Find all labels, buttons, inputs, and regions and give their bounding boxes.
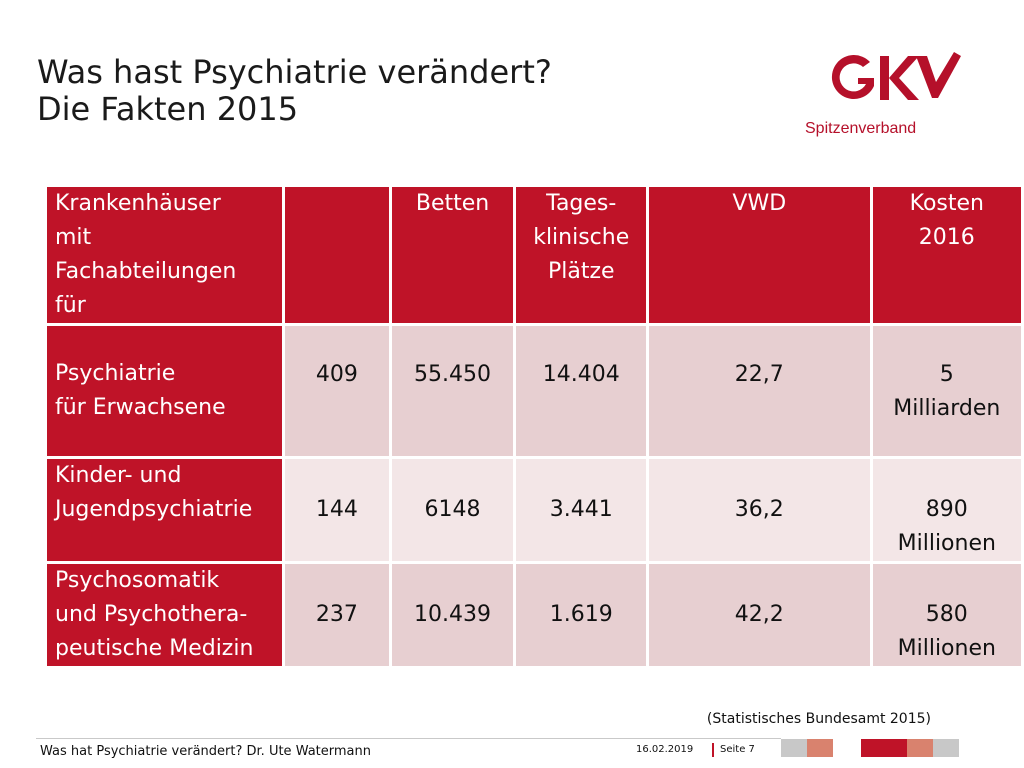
- footer-bar-red: [861, 739, 907, 757]
- table-header-row: Krankenhäuser mit Fachabteilungen für Be…: [47, 187, 1021, 323]
- gkv-logo: Spitzenverband: [800, 42, 961, 142]
- cell-kosten-line: Milliarden: [893, 396, 1001, 421]
- header-betten: Betten: [391, 187, 514, 323]
- footer-divider: [36, 738, 781, 739]
- cell-kosten: 890 Millionen: [872, 459, 1021, 561]
- cell-kosten: 580 Millionen: [872, 564, 1021, 666]
- header-category-line: Krankenhäuser: [55, 191, 221, 216]
- row-label-line: Jugendpsychiatrie: [55, 497, 253, 522]
- footer-bar-salmon: [807, 739, 833, 757]
- header-kosten: Kosten 2016: [872, 187, 1021, 323]
- row-label-line: für Erwachsene: [55, 395, 226, 420]
- cell-kosten-line: 890: [925, 497, 968, 522]
- title-line-1: Was hast Psychiatrie verändert?: [37, 53, 552, 91]
- row-label-line: peutische Medizin: [55, 636, 254, 661]
- cell-betten: 10.439: [391, 564, 514, 666]
- title-line-2: Die Fakten 2015: [37, 90, 299, 128]
- footer-separator: [712, 743, 714, 757]
- facts-table: Krankenhäuser mit Fachabteilungen für Be…: [44, 184, 1024, 669]
- header-plaetze-line: Tages-: [546, 191, 617, 216]
- header-category-line: Fachabteilungen: [55, 259, 237, 284]
- header-plaetze: Tages- klinische Plätze: [516, 187, 646, 323]
- header-kosten-line: Kosten: [909, 191, 984, 216]
- row-label-line: Psychiatrie: [55, 361, 176, 386]
- row-label: Psychiatrie für Erwachsene: [47, 326, 283, 456]
- cell-count: 237: [285, 564, 389, 666]
- cell-kosten-line: 580: [925, 602, 968, 627]
- slide-title: Was hast Psychiatrie verändert? Die Fakt…: [37, 54, 552, 128]
- header-vwd: VWD: [649, 187, 870, 323]
- cell-kosten-line: 5: [939, 362, 954, 387]
- source-note: (Statistisches Bundesamt 2015): [706, 711, 931, 727]
- row-label-line: Psychosomatik: [55, 568, 220, 593]
- cell-count: 409: [285, 326, 389, 456]
- footer-color-bars: [781, 739, 959, 757]
- footer-date: 16.02.2019: [636, 744, 694, 755]
- cell-plaetze: 14.404: [516, 326, 646, 456]
- footer-title: Was hat Psychiatrie verändert? Dr. Ute W…: [40, 744, 371, 759]
- cell-kosten-line: Millionen: [897, 531, 996, 556]
- row-label-line: Kinder- und: [55, 463, 182, 488]
- cell-plaetze: 3.441: [516, 459, 646, 561]
- cell-betten: 6148: [391, 459, 514, 561]
- header-count: [285, 187, 389, 323]
- logo-subtitle: Spitzenverband: [805, 120, 917, 137]
- header-plaetze-line: Plätze: [547, 259, 615, 284]
- table-row: Psychiatrie für Erwachsene 409 55.450 14…: [47, 326, 1021, 456]
- header-category-line: für: [55, 293, 86, 318]
- footer-bar-gray: [781, 739, 807, 757]
- cell-kosten-line: Millionen: [897, 636, 996, 661]
- footer-bar-gray: [933, 739, 959, 757]
- cell-plaetze: 1.619: [516, 564, 646, 666]
- cell-kosten: 5 Milliarden: [872, 326, 1021, 456]
- cell-count: 144: [285, 459, 389, 561]
- cell-vwd: 36,2: [649, 459, 870, 561]
- row-label-line: und Psychothera-: [55, 602, 248, 627]
- cell-vwd: 22,7: [649, 326, 870, 456]
- header-plaetze-line: klinische: [533, 225, 630, 250]
- footer-bar-gap: [833, 739, 861, 757]
- footer-bar-salmon: [907, 739, 933, 757]
- header-category: Krankenhäuser mit Fachabteilungen für: [47, 187, 283, 323]
- row-label: Kinder- und Jugendpsychiatrie: [47, 459, 283, 561]
- gkv-logo-mark: [831, 52, 961, 100]
- table-row: Kinder- und Jugendpsychiatrie 144 6148 3…: [47, 459, 1021, 561]
- header-kosten-line: 2016: [918, 225, 975, 250]
- table-row: Psychosomatik und Psychothera- peutische…: [47, 564, 1021, 666]
- footer-page-number: Seite 7: [720, 744, 755, 755]
- header-category-line: mit: [55, 225, 92, 250]
- row-label: Psychosomatik und Psychothera- peutische…: [47, 564, 283, 666]
- cell-betten: 55.450: [391, 326, 514, 456]
- cell-vwd: 42,2: [649, 564, 870, 666]
